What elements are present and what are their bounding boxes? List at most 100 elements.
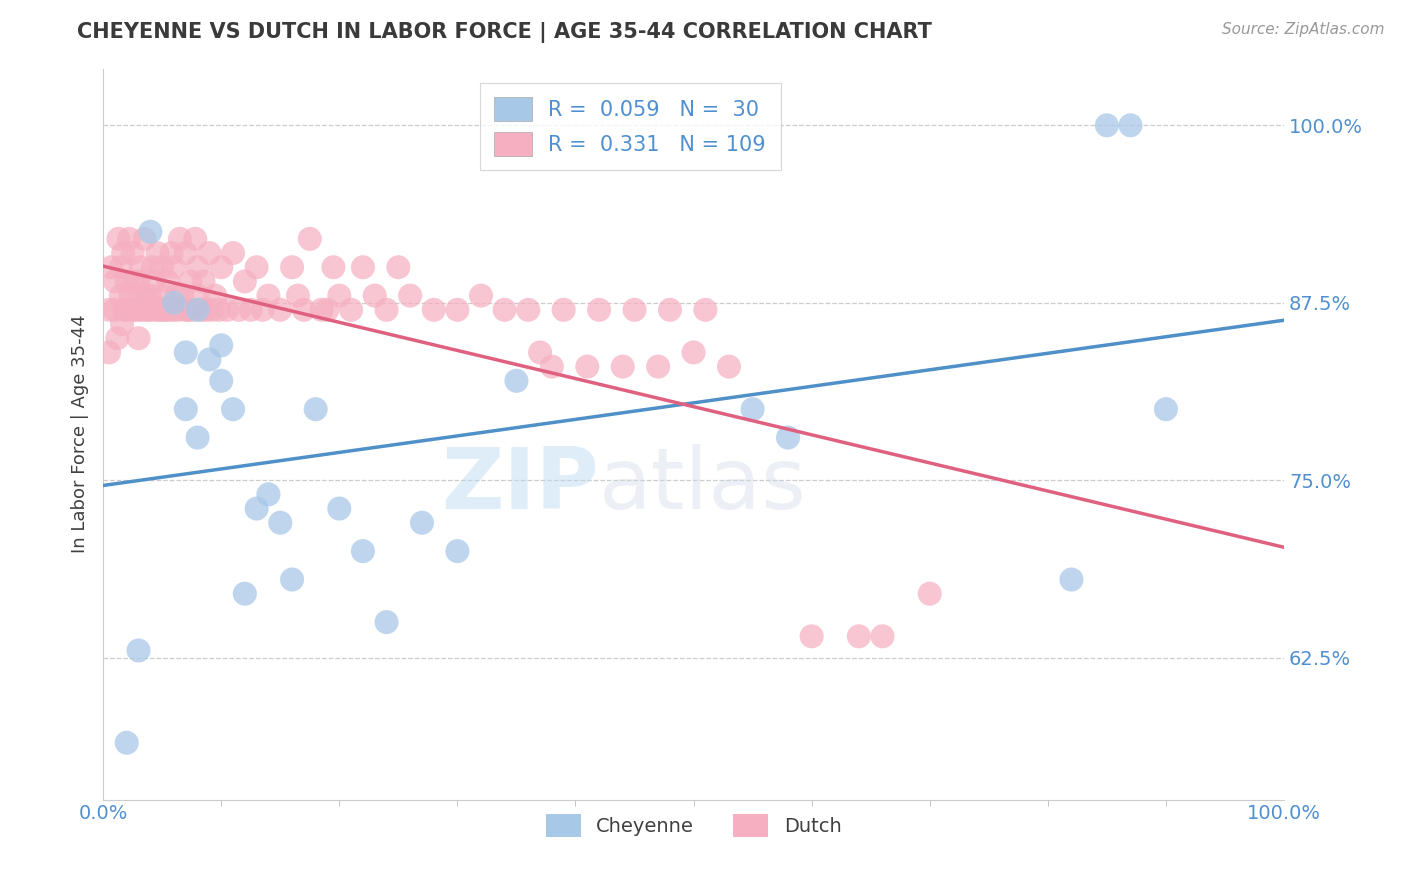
Point <box>252 302 274 317</box>
Point <box>184 232 207 246</box>
Point <box>257 288 280 302</box>
Point <box>246 260 269 275</box>
Point <box>222 402 245 417</box>
Point <box>177 302 200 317</box>
Point <box>446 302 468 317</box>
Point <box>399 288 422 302</box>
Point <box>682 345 704 359</box>
Point <box>201 302 224 317</box>
Point <box>139 288 162 302</box>
Point <box>134 232 156 246</box>
Point <box>623 302 645 317</box>
Point <box>100 260 122 275</box>
Point <box>124 275 146 289</box>
Point <box>208 302 231 317</box>
Point <box>217 302 239 317</box>
Text: Source: ZipAtlas.com: Source: ZipAtlas.com <box>1222 22 1385 37</box>
Point <box>209 338 232 352</box>
Point <box>115 302 138 317</box>
Point <box>375 302 398 317</box>
Point <box>121 246 143 260</box>
Point <box>364 288 387 302</box>
Point <box>658 302 681 317</box>
Point <box>918 587 941 601</box>
Point <box>1095 118 1118 132</box>
Y-axis label: In Labor Force | Age 35-44: In Labor Force | Age 35-44 <box>72 315 89 553</box>
Point <box>411 516 433 530</box>
Point <box>1060 573 1083 587</box>
Point <box>187 288 209 302</box>
Point <box>246 501 269 516</box>
Point <box>174 302 197 317</box>
Point <box>204 288 226 302</box>
Point <box>104 302 127 317</box>
Point <box>165 288 187 302</box>
Point <box>136 302 159 317</box>
Point <box>157 302 180 317</box>
Text: ZIP: ZIP <box>441 443 599 526</box>
Point <box>128 331 150 345</box>
Point <box>98 302 121 317</box>
Point <box>352 544 374 558</box>
Point <box>180 302 202 317</box>
Point <box>340 302 363 317</box>
Point <box>139 302 162 317</box>
Point <box>517 302 540 317</box>
Point <box>142 275 165 289</box>
Point <box>98 345 121 359</box>
Point <box>115 736 138 750</box>
Point <box>150 302 173 317</box>
Point <box>298 232 321 246</box>
Point <box>695 302 717 317</box>
Point <box>139 225 162 239</box>
Point <box>194 302 217 317</box>
Point <box>800 629 823 643</box>
Point <box>193 275 215 289</box>
Point <box>281 260 304 275</box>
Point <box>174 402 197 417</box>
Text: atlas: atlas <box>599 443 807 526</box>
Point <box>872 629 894 643</box>
Point <box>375 615 398 629</box>
Point <box>222 246 245 260</box>
Point <box>198 352 221 367</box>
Point <box>209 374 232 388</box>
Point <box>233 275 256 289</box>
Point <box>446 544 468 558</box>
Point <box>118 232 141 246</box>
Point <box>470 288 492 302</box>
Point <box>187 431 209 445</box>
Point <box>494 302 516 317</box>
Point <box>423 302 446 317</box>
Point <box>328 501 350 516</box>
Point <box>153 288 176 302</box>
Point <box>128 643 150 657</box>
Point <box>553 302 575 317</box>
Point <box>292 302 315 317</box>
Point <box>174 246 197 260</box>
Point <box>110 260 132 275</box>
Point <box>163 295 186 310</box>
Point <box>305 402 328 417</box>
Text: CHEYENNE VS DUTCH IN LABOR FORCE | AGE 35-44 CORRELATION CHART: CHEYENNE VS DUTCH IN LABOR FORCE | AGE 3… <box>77 22 932 44</box>
Point <box>316 302 339 317</box>
Point <box>209 260 232 275</box>
Point <box>187 302 209 317</box>
Point <box>287 288 309 302</box>
Point <box>115 275 138 289</box>
Point <box>198 246 221 260</box>
Point <box>269 302 291 317</box>
Point <box>311 302 333 317</box>
Point <box>160 246 183 260</box>
Point <box>142 260 165 275</box>
Point <box>111 317 134 331</box>
Point <box>1119 118 1142 132</box>
Point <box>146 246 169 260</box>
Point <box>157 275 180 289</box>
Point <box>121 302 143 317</box>
Point <box>132 302 155 317</box>
Point <box>741 402 763 417</box>
Point <box>150 260 173 275</box>
Point <box>239 302 262 317</box>
Point <box>131 288 153 302</box>
